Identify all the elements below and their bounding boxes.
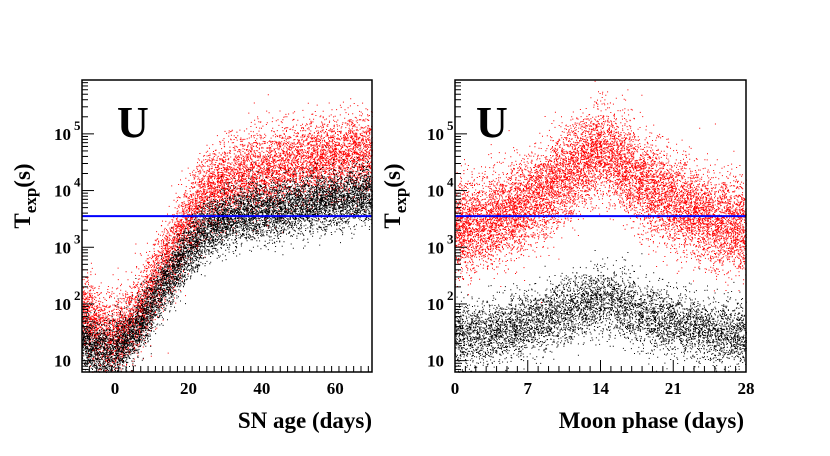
y-tick-exponent: 3 bbox=[447, 231, 454, 246]
y-axis-title-sn-age: Texp(s) bbox=[10, 163, 40, 228]
y-tick-exponent: 2 bbox=[447, 288, 454, 303]
x-tick-label: 60 bbox=[327, 379, 344, 398]
y-tick-exponent: 4 bbox=[447, 175, 454, 190]
y-tick-label: 10 bbox=[54, 182, 71, 201]
x-axis-title-sn-age: SN age (days) bbox=[238, 408, 372, 433]
x-tick-label: 40 bbox=[253, 379, 270, 398]
y-tick-label: 10 bbox=[427, 238, 444, 257]
scatter-series-black bbox=[82, 146, 373, 373]
y-tick-label: 10 bbox=[427, 125, 444, 144]
x-tick-label: 21 bbox=[665, 379, 682, 398]
y-tick-exponent: 4 bbox=[74, 175, 81, 190]
band-label-sn-age: U bbox=[117, 98, 149, 147]
y-axis-title-moon-phase: Texp(s) bbox=[380, 163, 410, 228]
x-tick-label: 14 bbox=[592, 379, 610, 398]
y-tick-label: 10 bbox=[54, 352, 71, 371]
x-tick-label: 0 bbox=[451, 379, 460, 398]
plot-frame-sn-age bbox=[81, 79, 373, 373]
y-tick-label: 10 bbox=[54, 238, 71, 257]
x-axis-title-moon-phase: Moon phase (days) bbox=[559, 408, 744, 433]
band-label-moon-phase: U bbox=[476, 98, 508, 147]
x-tick-label: 0 bbox=[111, 379, 120, 398]
x-tick-label: 7 bbox=[524, 379, 533, 398]
svg-text:Texp(s): Texp(s) bbox=[380, 163, 410, 228]
y-tick-label: 10 bbox=[427, 352, 444, 371]
y-tick-label: 10 bbox=[427, 182, 444, 201]
scatter-points-moon-phase bbox=[455, 80, 747, 373]
x-tick-label: 20 bbox=[180, 379, 197, 398]
svg-text:Texp(s): Texp(s) bbox=[10, 163, 40, 228]
y-tick-exponent: 5 bbox=[74, 118, 81, 133]
x-axis-moon-phase: 0 7 14 21 28 bbox=[451, 360, 755, 398]
scatter-series-black bbox=[455, 250, 747, 373]
y-tick-exponent: 2 bbox=[74, 288, 81, 303]
y-tick-label: 10 bbox=[54, 295, 71, 314]
y-tick-label: 10 bbox=[54, 125, 71, 144]
scatter-points-sn-age bbox=[82, 94, 373, 373]
y-tick-exponent: 5 bbox=[447, 118, 454, 133]
y-tick-label: 10 bbox=[427, 295, 444, 314]
y-tick-exponent: 3 bbox=[74, 231, 81, 246]
scatter-series-red bbox=[455, 80, 747, 303]
x-tick-label: 28 bbox=[738, 379, 755, 398]
x-axis-sn-age: 0 20 40 60 bbox=[81, 366, 369, 398]
